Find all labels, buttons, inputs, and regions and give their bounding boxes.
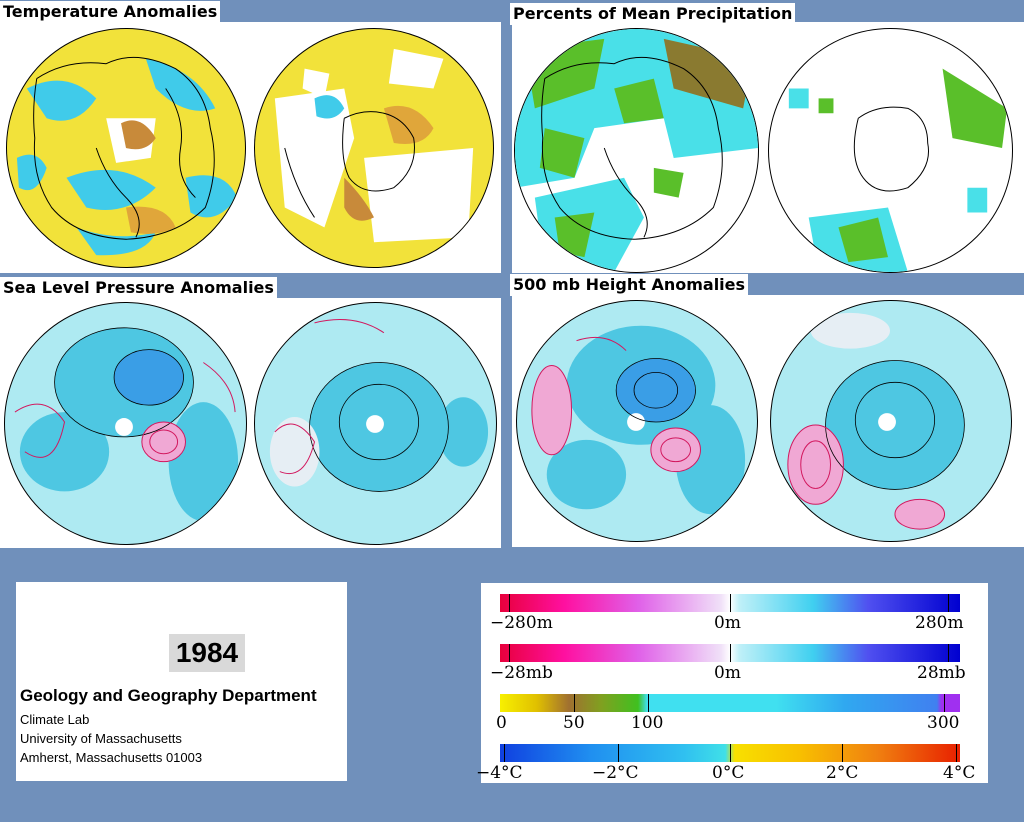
lab-label: Climate Lab xyxy=(20,712,90,727)
height-min-label: −280m xyxy=(490,613,553,633)
pressure-colorbar xyxy=(500,644,960,662)
pressure-south-globe xyxy=(254,302,497,545)
address-label: Amherst, Massachusetts 01003 xyxy=(20,750,203,765)
temp-label-2: 2°C xyxy=(826,763,859,783)
height-mid-label: 0m xyxy=(714,613,741,633)
temperature-south-map xyxy=(274,48,474,243)
precipitation-south-globe xyxy=(768,28,1013,273)
height-max-label: 280m xyxy=(915,613,964,633)
pressure-title: Sea Level Pressure Anomalies xyxy=(0,277,277,299)
precip-label-100: 100 xyxy=(631,713,664,733)
temperature-north-map xyxy=(16,56,238,256)
temp-label-4: 4°C xyxy=(943,763,976,783)
precipitation-south-map xyxy=(788,68,1008,272)
temperature-south-globe xyxy=(254,28,494,268)
temp-colorbar xyxy=(500,744,960,762)
pressure-min-label: −28mb xyxy=(490,663,553,683)
precip-label-50: 50 xyxy=(563,713,585,733)
height-north-globe xyxy=(516,300,758,542)
precip-label-0: 0 xyxy=(496,713,507,733)
height-south-map xyxy=(787,312,965,530)
university-label: University of Massachusetts xyxy=(20,731,182,746)
height-north-map xyxy=(531,325,746,515)
precip-label-300: 300 xyxy=(927,713,960,733)
department-label: Geology and Geography Department xyxy=(20,686,317,705)
legend-box: −280m 0m 280m −28mb 0m 28mb 0 50 100 300… xyxy=(476,583,988,783)
info-box: 1984 Geology and Geography Department Cl… xyxy=(16,582,347,781)
height-title: 500 mb Height Anomalies xyxy=(510,274,749,296)
pressure-panel xyxy=(0,298,501,548)
year-label: 1984 xyxy=(169,634,245,672)
temperature-title: Temperature Anomalies xyxy=(0,1,221,23)
height-colorbar xyxy=(500,594,960,612)
precipitation-north-map xyxy=(515,29,758,272)
pressure-max-label: 28mb xyxy=(917,663,966,683)
temp-label-minus2: −2°C xyxy=(592,763,639,783)
pressure-south-map xyxy=(269,319,489,492)
pressure-north-globe xyxy=(4,302,247,545)
pressure-north-map xyxy=(14,327,239,522)
temp-label-minus4: −4°C xyxy=(476,763,523,783)
precip-colorbar xyxy=(500,694,960,712)
height-south-globe xyxy=(770,300,1012,542)
temperature-panel xyxy=(0,22,501,273)
precipitation-panel xyxy=(512,22,1024,273)
precipitation-north-globe xyxy=(514,28,759,273)
pressure-mid-label: 0m xyxy=(714,663,741,683)
height-panel xyxy=(512,295,1024,547)
temperature-north-globe xyxy=(6,28,246,268)
precipitation-title: Percents of Mean Precipitation xyxy=(510,3,796,25)
temp-label-0: 0°C xyxy=(712,763,745,783)
